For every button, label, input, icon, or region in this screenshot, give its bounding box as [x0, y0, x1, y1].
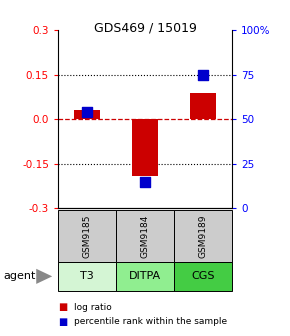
Bar — [58, 262, 116, 291]
Bar — [174, 262, 232, 291]
Bar — [58, 210, 116, 262]
Point — [143, 179, 147, 184]
Point — [85, 110, 89, 115]
Text: log ratio: log ratio — [74, 303, 112, 312]
Text: percentile rank within the sample: percentile rank within the sample — [74, 318, 227, 326]
Text: agent: agent — [3, 271, 35, 281]
Bar — [74, 110, 100, 119]
Text: GSM9185: GSM9185 — [82, 214, 92, 258]
Text: GSM9189: GSM9189 — [198, 214, 208, 258]
Text: GDS469 / 15019: GDS469 / 15019 — [94, 22, 196, 35]
Bar — [132, 119, 158, 176]
Bar — [116, 262, 174, 291]
Point — [201, 72, 205, 78]
Text: GSM9184: GSM9184 — [140, 214, 150, 258]
Text: CGS: CGS — [191, 271, 215, 281]
Bar — [190, 93, 216, 119]
Text: ■: ■ — [58, 302, 67, 312]
Text: ■: ■ — [58, 317, 67, 327]
Text: DITPA: DITPA — [129, 271, 161, 281]
Text: T3: T3 — [80, 271, 94, 281]
Polygon shape — [36, 269, 52, 284]
Bar — [174, 210, 232, 262]
Bar — [116, 210, 174, 262]
